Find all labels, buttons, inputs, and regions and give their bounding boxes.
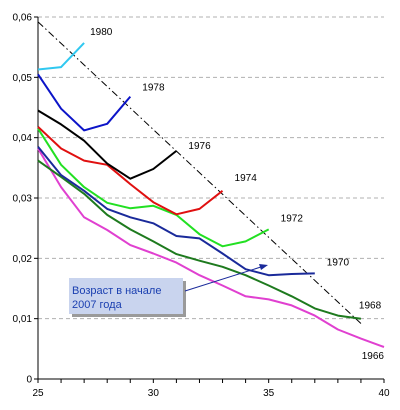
- series-line-1968: [37, 159, 362, 320]
- y-tick-label: 0,03: [13, 194, 33, 205]
- annotation-box: Возраст в начале 2007 года: [69, 264, 268, 317]
- series-label-1974: 1974: [235, 173, 258, 184]
- series-line-1976: [37, 109, 178, 180]
- series-label-1970: 1970: [327, 257, 350, 268]
- x-tick-labels: 25 30 35 40: [32, 379, 390, 399]
- x-tick-label: 30: [148, 388, 160, 399]
- x-tick-label: 35: [263, 388, 275, 399]
- annotation-line-2: 2007 года: [72, 299, 123, 311]
- series-label-1976: 1976: [188, 141, 211, 152]
- y-tick-label: 0,02: [13, 254, 33, 265]
- series-line-1966: [37, 147, 385, 348]
- series-label-1972: 1972: [281, 213, 304, 224]
- annotation-arrow: [184, 265, 265, 292]
- series-group: [37, 42, 385, 348]
- x-tick-label: 25: [32, 388, 44, 399]
- annotation-arrowhead: [259, 264, 268, 270]
- series-line-1980: [37, 42, 85, 71]
- series-line-1974: [37, 126, 224, 216]
- y-tick-label: 0,06: [13, 13, 33, 24]
- series-line-1970: [37, 146, 315, 277]
- y-tick-label: 0,01: [13, 314, 33, 325]
- y-tick-label: 0: [26, 375, 32, 386]
- series-label-1978: 1978: [142, 83, 165, 94]
- series-line-1972: [37, 128, 270, 248]
- gridlines: [38, 16, 384, 320]
- series-label-1966: 1966: [362, 351, 385, 362]
- annotation-line-1: Возраст в начале: [72, 285, 161, 297]
- y-tick-label: 0,04: [13, 133, 33, 144]
- series-label-1968: 1968: [359, 301, 382, 312]
- series-line-1978: [37, 73, 132, 132]
- series-labels: 1966 1968 1970 1972 1974 1976 1978 1980: [90, 27, 384, 362]
- x-tick-label: 40: [378, 388, 390, 399]
- annotation-background: [69, 278, 183, 314]
- y-tick-labels: 0 0,01 0,02 0,03 0,04 0,05 0,06: [13, 13, 38, 386]
- series-label-1980: 1980: [90, 27, 113, 38]
- y-tick-label: 0,05: [13, 73, 33, 84]
